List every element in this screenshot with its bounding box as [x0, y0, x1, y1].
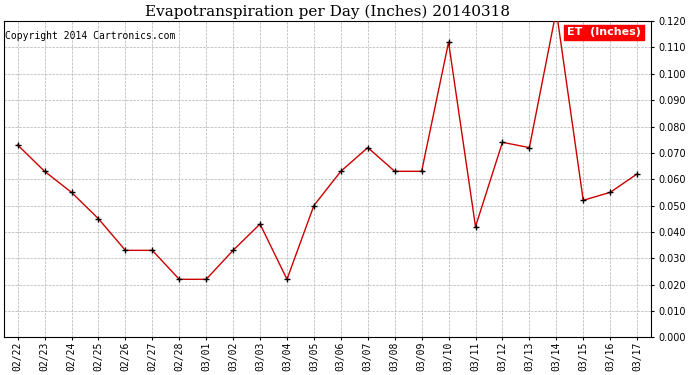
Title: Evapotranspiration per Day (Inches) 20140318: Evapotranspiration per Day (Inches) 2014…	[145, 4, 510, 18]
Text: ET  (Inches): ET (Inches)	[567, 27, 641, 38]
Text: Copyright 2014 Cartronics.com: Copyright 2014 Cartronics.com	[6, 31, 176, 40]
